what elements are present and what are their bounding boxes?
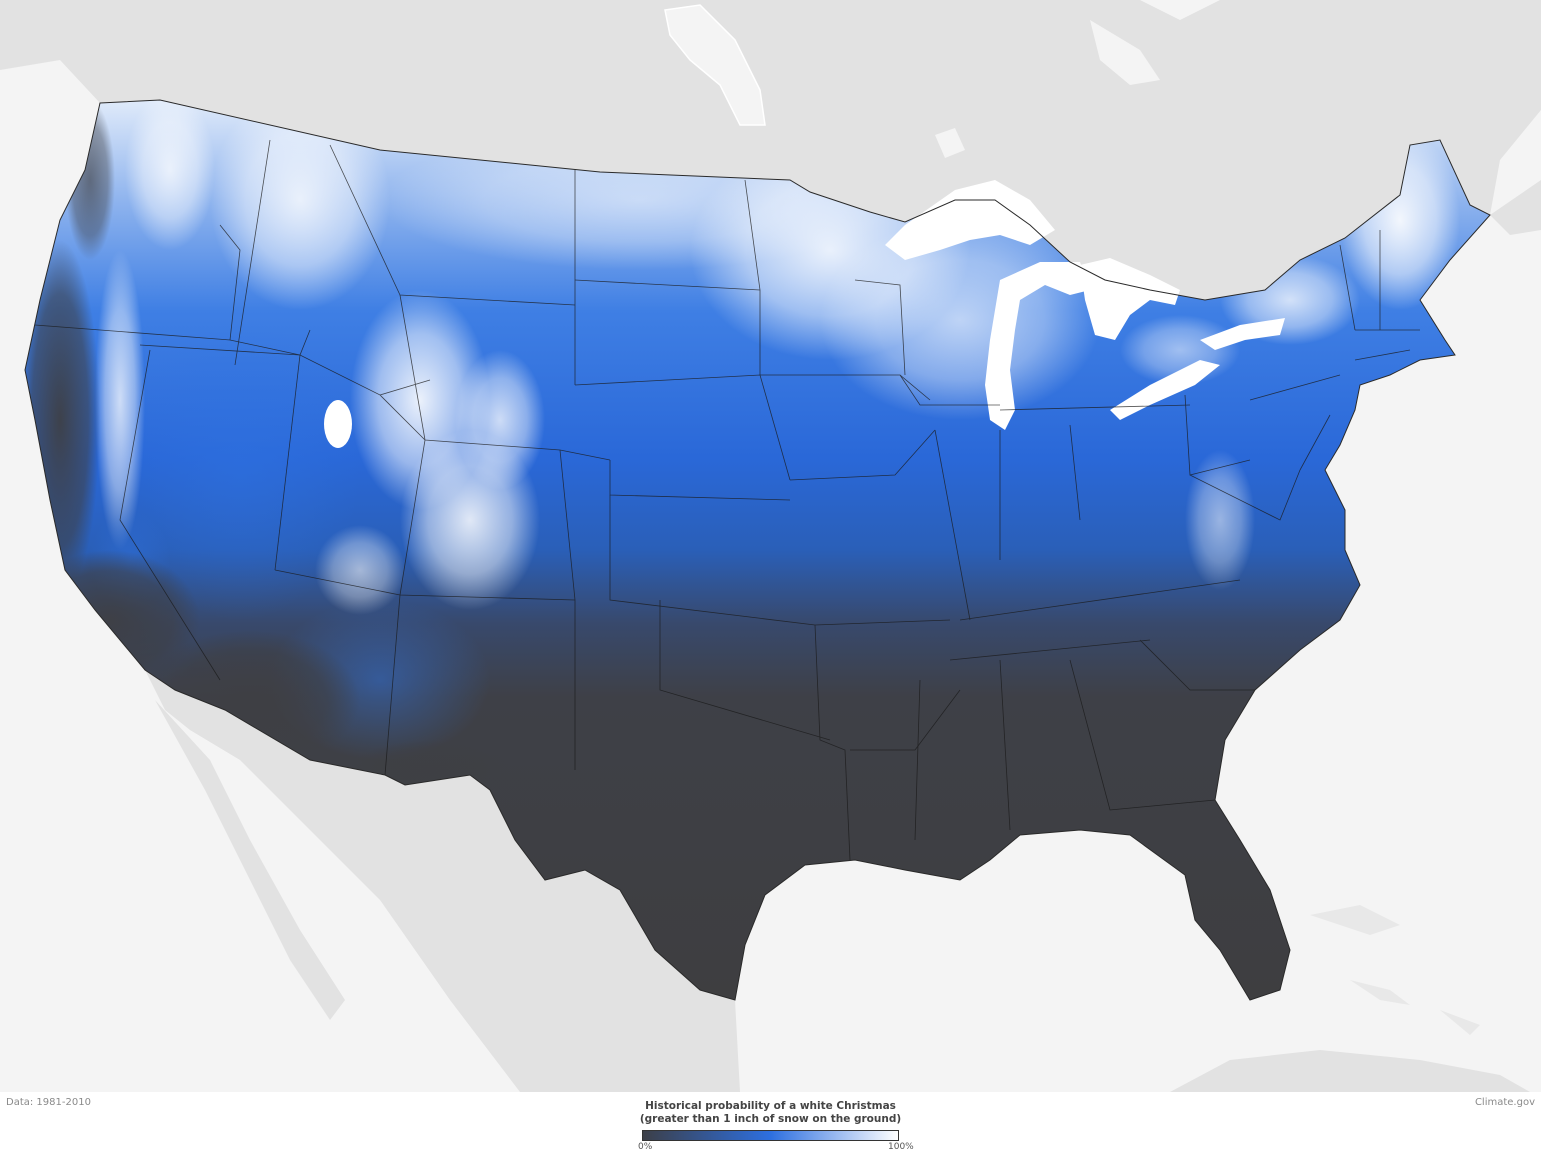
great-salt-lake (324, 400, 352, 448)
state-borders (34, 139, 1420, 861)
data-credit: Data: 1981-2010 (6, 1097, 91, 1108)
source-credit: Climate.gov (1474, 1097, 1535, 1108)
legend-min-label: 0% (638, 1142, 653, 1152)
white-christmas-map (0, 0, 1541, 1092)
great-lakes (324, 180, 1285, 448)
legend-subtitle: (greater than 1 inch of snow on the grou… (639, 1113, 902, 1125)
map-footer: Data: 1981-2010 Climate.gov Historical p… (0, 1092, 1541, 1164)
us-outline (24, 99, 1491, 1001)
map-area[interactable] (0, 0, 1541, 1092)
surrounding-land (0, 0, 1541, 1092)
legend-title: Historical probability of a white Christ… (645, 1100, 896, 1112)
legend-max-label: 100% (888, 1142, 914, 1152)
legend-color-bar (642, 1130, 899, 1141)
